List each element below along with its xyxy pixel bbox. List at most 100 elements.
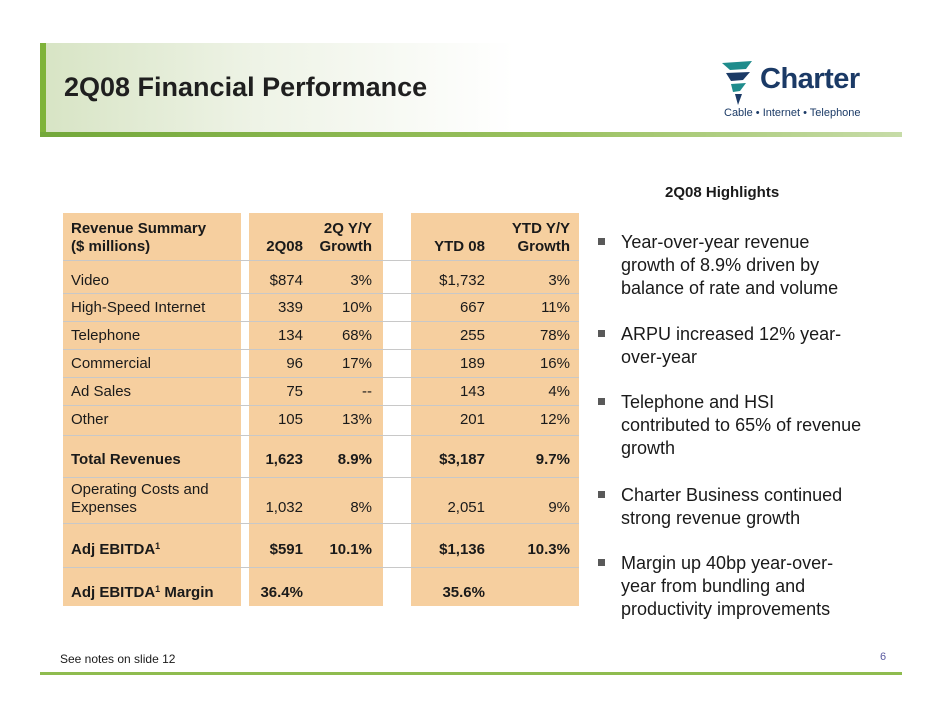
row-label: Commercial — [71, 355, 152, 372]
row-2q-growth: 10% — [341, 299, 372, 316]
row-label: Ad Sales — [71, 383, 132, 400]
row-ytd-growth: 4% — [548, 383, 570, 400]
ebitda-2q08: $591 — [269, 541, 303, 558]
ebitda-ytd-growth: 10.3% — [527, 541, 570, 558]
highlight-line: growth of 8.9% driven by — [621, 255, 820, 275]
table-fill-quarter-columns — [249, 213, 383, 606]
opex-label-2: Expenses — [71, 499, 137, 516]
row-2q08: 96 — [286, 355, 303, 372]
highlight-line: year from bundling and — [621, 576, 806, 596]
table-divider — [63, 477, 579, 478]
highlight-line: contributed to 65% of revenue — [621, 415, 862, 435]
slide-title: 2Q08 Financial Performance — [64, 72, 428, 102]
footnote: See notes on slide 12 — [60, 652, 176, 666]
total-ytd-growth: 9.7% — [535, 451, 570, 468]
row-2q08: 75 — [286, 383, 303, 400]
total-label: Total Revenues — [71, 451, 181, 468]
highlight-line: over-year — [621, 347, 698, 367]
row-ytd08: 143 — [459, 383, 485, 400]
table-header-units: ($ millions) — [71, 238, 151, 255]
bullet-square-icon — [598, 238, 605, 245]
table-fill-ytd-columns — [411, 213, 579, 606]
opex-ytd08: 2,051 — [447, 499, 485, 516]
opex-ytd-growth: 9% — [548, 499, 570, 516]
highlight-line: strong revenue growth — [621, 508, 801, 528]
row-2q-growth: 13% — [341, 411, 372, 428]
table-header-ytd08: YTD 08 — [434, 238, 485, 255]
row-ytd08: $1,732 — [439, 272, 485, 289]
row-ytd-growth: 78% — [539, 327, 570, 344]
title-accent-bar — [40, 43, 46, 133]
row-2q08: 105 — [277, 411, 303, 428]
highlight-line: balance of rate and volume — [621, 278, 839, 298]
margin-2q08: 36.4% — [260, 584, 303, 601]
opex-label: Operating Costs and — [71, 481, 209, 498]
bullet-square-icon — [598, 398, 605, 405]
title-underline — [40, 132, 902, 137]
page-number: 6 — [880, 651, 887, 663]
charter-logo: Charter Cable • Internet • Telephone — [716, 57, 886, 127]
row-ytd-growth: 12% — [539, 411, 570, 428]
row-2q08: 339 — [277, 299, 303, 316]
logo-wordmark: Charter — [760, 63, 860, 95]
highlight-line: Year-over-year revenue — [621, 232, 810, 252]
row-label: High-Speed Internet — [71, 299, 206, 316]
row-2q-growth: 3% — [350, 272, 372, 289]
row-ytd08: 667 — [459, 299, 485, 316]
ebitda-ytd08: $1,136 — [439, 541, 485, 558]
margin-label: Adj EBITDA1 Margin — [71, 584, 214, 601]
table-divider — [63, 405, 579, 406]
table-divider — [63, 377, 579, 378]
table-header-2q-growth: 2Q Y/Y — [323, 220, 372, 237]
table-header-ytd-growth: YTD Y/Y — [511, 220, 570, 237]
row-ytd-growth: 11% — [541, 299, 570, 316]
table-header-2q-growth-2: Growth — [319, 238, 373, 255]
bullet-square-icon — [598, 491, 605, 498]
row-ytd08: 201 — [459, 411, 485, 428]
title-band — [40, 43, 902, 133]
total-ytd08: $3,187 — [439, 451, 485, 468]
highlight-line: Telephone and HSI — [621, 392, 775, 412]
row-ytd08: 189 — [459, 355, 485, 372]
opex-2q-growth: 8% — [350, 499, 372, 516]
table-divider — [63, 435, 579, 436]
table-fill-label-column — [63, 213, 241, 606]
footer-rule — [40, 672, 902, 675]
ebitda-2q-growth: 10.1% — [329, 541, 372, 558]
row-label: Telephone — [71, 327, 141, 344]
table-divider — [63, 523, 579, 524]
highlight-line: Margin up 40bp year-over- — [621, 553, 834, 573]
highlights-title: 2Q08 Highlights — [665, 184, 780, 201]
row-label: Video — [71, 272, 110, 289]
table-header-ytd-growth-2: Growth — [517, 238, 571, 255]
table-divider — [63, 349, 579, 350]
highlight-line: growth — [621, 438, 676, 458]
table-header-2q08: 2Q08 — [266, 238, 303, 255]
bullet-square-icon — [598, 330, 605, 337]
row-ytd-growth: 16% — [539, 355, 570, 372]
row-2q08: 134 — [277, 327, 303, 344]
logo-tagline: Cable • Internet • Telephone — [724, 107, 861, 119]
table-divider — [63, 567, 579, 568]
opex-2q08: 1,032 — [265, 499, 303, 516]
charter-swirl-icon — [722, 61, 752, 105]
ebitda-label: Adj EBITDA1 — [71, 541, 161, 558]
highlight-line: productivity improvements — [621, 599, 831, 619]
row-2q08: $874 — [269, 272, 303, 289]
row-2q-growth: -- — [362, 383, 372, 400]
row-label: Other — [71, 411, 109, 428]
row-2q-growth: 17% — [341, 355, 372, 372]
table-header-label: Revenue Summary — [71, 220, 207, 237]
row-ytd-growth: 3% — [548, 272, 570, 289]
highlight-line: ARPU increased 12% year- — [621, 324, 842, 344]
margin-ytd08: 35.6% — [442, 584, 485, 601]
row-ytd08: 255 — [459, 327, 485, 344]
table-divider — [63, 293, 579, 294]
total-2q-growth: 8.9% — [337, 451, 372, 468]
total-2q08: 1,623 — [265, 451, 303, 468]
highlight-line: Charter Business continued — [621, 485, 843, 505]
bullet-square-icon — [598, 559, 605, 566]
table-divider — [63, 321, 579, 322]
row-2q-growth: 68% — [341, 327, 372, 344]
table-divider — [63, 260, 579, 261]
